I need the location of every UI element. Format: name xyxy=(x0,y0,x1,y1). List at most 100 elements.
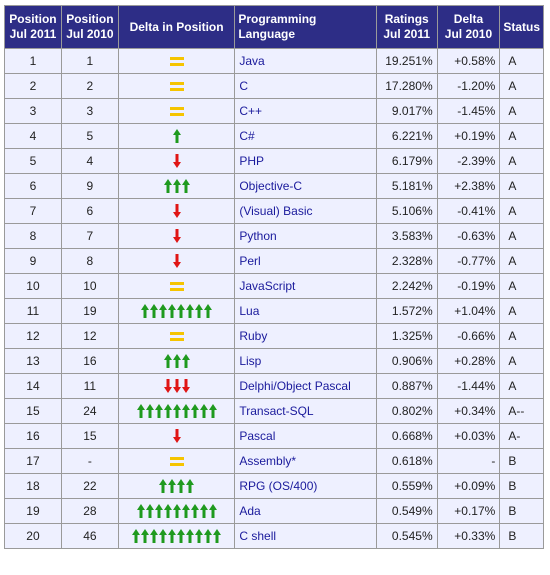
status-cell: A xyxy=(499,48,544,74)
status-cell: B xyxy=(499,498,544,524)
arrow-up-icon xyxy=(163,404,172,419)
delta-position-cell xyxy=(117,448,236,474)
position-2011-cell: 8 xyxy=(4,223,62,249)
arrow-up-icon xyxy=(213,529,222,544)
arrow-up-icon xyxy=(136,504,145,519)
position-2011-cell: 16 xyxy=(4,423,62,449)
position-2011-cell: 12 xyxy=(4,323,62,349)
equal-icon xyxy=(169,457,184,467)
equal-icon xyxy=(169,82,184,92)
table-row: 11 19 Lua 1.572% +1.04% A xyxy=(4,298,544,324)
rating-cell: 6.221% xyxy=(375,123,438,149)
table-row: 8 7 Python 3.583% -0.63% A xyxy=(4,223,544,249)
table-row: 3 3 C++ 9.017% -1.45% A xyxy=(4,98,544,124)
position-2011-cell: 20 xyxy=(4,523,62,549)
status-cell: A xyxy=(499,223,544,249)
status-cell: A xyxy=(499,273,544,299)
rating-cell: 0.618% xyxy=(375,448,438,474)
arrow-up-icon xyxy=(163,354,172,369)
table-row: 2 2 C 17.280% -1.20% A xyxy=(4,73,544,99)
arrow-up-icon xyxy=(172,354,181,369)
delta-cell: +2.38% xyxy=(436,173,501,199)
status-cell: A xyxy=(499,148,544,174)
arrow-up-icon xyxy=(204,529,213,544)
position-2010-cell: 9 xyxy=(60,173,119,199)
arrow-up-icon xyxy=(177,479,186,494)
position-2010-cell: 12 xyxy=(60,323,119,349)
language-cell: Ada xyxy=(234,498,377,524)
arrow-up-icon xyxy=(181,404,190,419)
rating-cell: 17.280% xyxy=(375,73,438,99)
table-row: 17- Assembly* 0.618% - B xyxy=(4,448,544,474)
language-cell: RPG (OS/400) xyxy=(234,473,377,499)
status-cell: B xyxy=(499,448,544,474)
table-row: 18 22 RPG (OS/400) 0.559% +0.09% B xyxy=(4,473,544,499)
table-row: 4 5 C# 6.221% +0.19% A xyxy=(4,123,544,149)
position-2010-cell: 16 xyxy=(60,348,119,374)
status-cell: A xyxy=(499,323,544,349)
table-row: 19 28 Ada 0.549% +0.17% B xyxy=(4,498,544,524)
arrow-down-icon xyxy=(172,154,181,169)
rating-cell: 1.325% xyxy=(375,323,438,349)
delta-cell: +0.33% xyxy=(436,523,501,549)
arrow-down-icon xyxy=(172,254,181,269)
header-delta: Delta Jul 2010 xyxy=(436,5,501,49)
arrow-up-icon xyxy=(195,304,204,319)
position-2011-cell: 15 xyxy=(4,398,62,424)
rating-cell: 6.179% xyxy=(375,148,438,174)
delta-position-cell xyxy=(117,273,236,299)
delta-cell: -0.77% xyxy=(436,248,501,274)
position-2010-cell: 10 xyxy=(60,273,119,299)
delta-cell: - xyxy=(436,448,501,474)
rating-cell: 2.328% xyxy=(375,248,438,274)
position-2011-cell: 6 xyxy=(4,173,62,199)
arrow-down-icon xyxy=(172,229,181,244)
arrow-up-icon xyxy=(159,479,168,494)
delta-position-cell xyxy=(117,523,236,549)
language-cell: C xyxy=(234,73,377,99)
table-row: 20 46 C shell 0.545% +0.33% B xyxy=(4,523,544,549)
position-2010-cell: 2 xyxy=(60,73,119,99)
position-2010-cell: 19 xyxy=(60,298,119,324)
delta-cell: -0.41% xyxy=(436,198,501,224)
status-cell: A xyxy=(499,123,544,149)
arrow-down-icon xyxy=(172,429,181,444)
arrow-up-icon xyxy=(186,479,195,494)
arrow-up-icon xyxy=(163,504,172,519)
position-2011-cell: 4 xyxy=(4,123,62,149)
table-row: 1 1 Java 19.251% +0.58% A xyxy=(4,48,544,74)
rating-cell: 5.181% xyxy=(375,173,438,199)
table-row: 16 15 Pascal 0.668% +0.03% A- xyxy=(4,423,544,449)
position-2011-cell: 3 xyxy=(4,98,62,124)
status-cell: A-- xyxy=(499,398,544,424)
arrow-up-icon xyxy=(172,179,181,194)
table-row: 9 8 Perl 2.328% -0.77% A xyxy=(4,248,544,274)
arrow-down-icon xyxy=(172,204,181,219)
header-delta-position: Delta in Position xyxy=(117,5,236,49)
table-row: 5 4 PHP 6.179% -2.39% A xyxy=(4,148,544,174)
language-cell: PHP xyxy=(234,148,377,174)
status-cell: A- xyxy=(499,423,544,449)
delta-position-cell xyxy=(117,223,236,249)
delta-position-cell xyxy=(117,323,236,349)
table-row: 12 12 Ruby 1.325% -0.66% A xyxy=(4,323,544,349)
rating-cell: 9.017% xyxy=(375,98,438,124)
table-row: 13 16 Lisp 0.906% +0.28% A xyxy=(4,348,544,374)
arrow-up-icon xyxy=(204,304,213,319)
arrow-up-icon xyxy=(181,179,190,194)
delta-cell: +0.58% xyxy=(436,48,501,74)
delta-position-cell xyxy=(117,298,236,324)
position-2010-cell: 7 xyxy=(60,223,119,249)
equal-icon xyxy=(169,332,184,342)
arrow-up-icon xyxy=(172,404,181,419)
arrow-up-icon xyxy=(168,529,177,544)
position-2011-cell: 13 xyxy=(4,348,62,374)
equal-icon xyxy=(169,107,184,117)
status-cell: A xyxy=(499,173,544,199)
position-2010-cell: 22 xyxy=(60,473,119,499)
rating-cell: 0.549% xyxy=(375,498,438,524)
rating-cell: 3.583% xyxy=(375,223,438,249)
arrow-up-icon xyxy=(190,404,199,419)
arrow-up-icon xyxy=(159,529,168,544)
status-cell: B xyxy=(499,473,544,499)
